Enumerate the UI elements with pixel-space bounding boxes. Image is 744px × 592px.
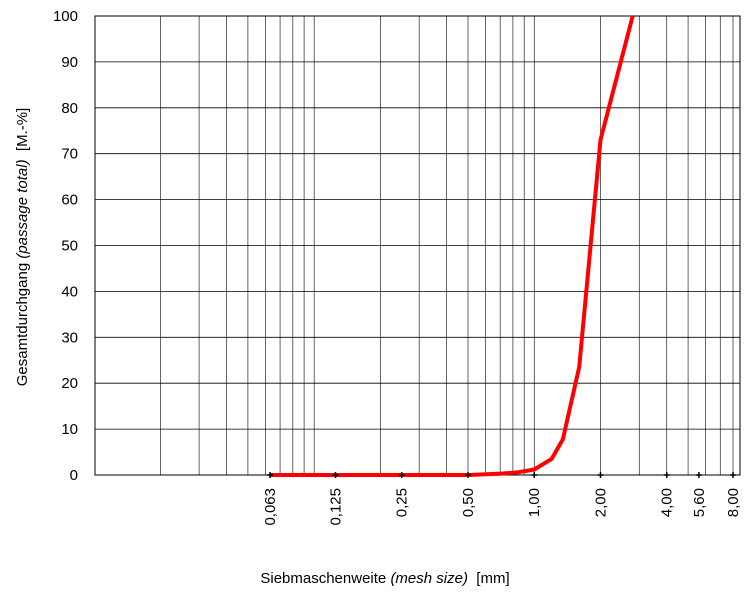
y-tick-label: 10	[61, 421, 78, 438]
x-tick-label: 1,00	[526, 488, 543, 517]
y-axis-title-unit: [M.-%]	[14, 108, 31, 160]
y-tick-label: 80	[61, 100, 78, 117]
y-tick-label: 100	[53, 8, 78, 25]
y-axis-title: Gesamtdurchgang (passage total) [M.-%]	[14, 108, 31, 386]
y-tick-label: 90	[61, 54, 78, 71]
x-tick-labels: 0,063 0,125 0,25 0,50 1,00 2,00 4,00 5,60 8,00	[262, 488, 742, 526]
x-tick-label: 0,50	[460, 488, 477, 517]
grid-lines	[95, 15, 740, 476]
x-tick-label: 4,00	[659, 488, 676, 517]
y-tick-label: 20	[61, 375, 78, 392]
x-tick-label: 0,063	[262, 488, 279, 526]
y-axis-title-italic: (passage total)	[14, 159, 31, 258]
y-tick-label: 40	[61, 283, 78, 300]
axis-markers	[267, 472, 736, 478]
x-axis-title: Siebmaschenweite (mesh size) [mm]	[260, 570, 509, 587]
x-axis-title-italic: (mesh size)	[390, 570, 468, 587]
y-tick-label: 50	[61, 238, 78, 255]
x-tick-label: 8,00	[725, 488, 742, 517]
x-tick-label: 0,125	[327, 488, 344, 526]
x-tick-label: 2,00	[592, 488, 609, 517]
series-line-0	[270, 15, 635, 477]
y-tick-label: 30	[61, 329, 78, 346]
y-tick-labels: 0 10 20 30 40 50 60 70 80 90 100	[53, 8, 78, 484]
x-axis-title-plain: Siebmaschenweite	[260, 570, 390, 587]
x-axis-title-unit: [mm]	[468, 570, 510, 587]
y-tick-label: 60	[61, 192, 78, 209]
x-tick-label: 0,25	[394, 488, 411, 517]
y-tick-label: 0	[70, 467, 78, 484]
y-tick-label: 70	[61, 146, 78, 163]
x-tick-label: 5,60	[691, 488, 708, 517]
y-axis-title-plain: Gesamtdurchgang	[14, 259, 31, 387]
